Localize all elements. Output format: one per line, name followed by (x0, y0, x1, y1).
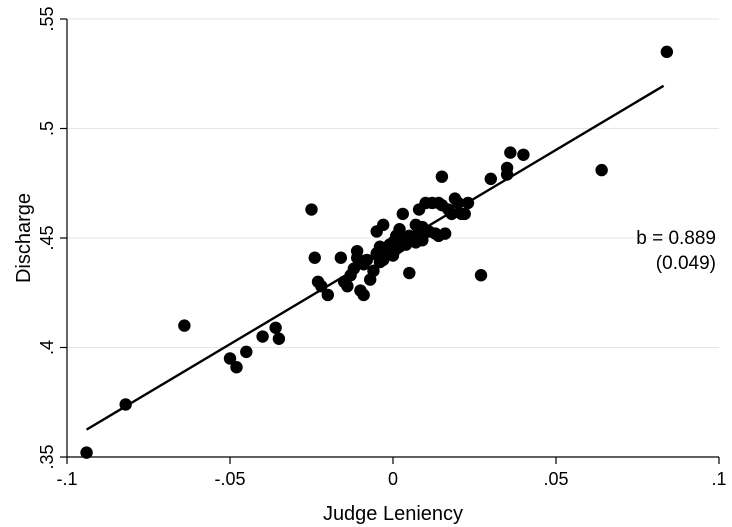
data-point (308, 251, 321, 264)
data-point (272, 332, 286, 345)
data-point (435, 170, 449, 183)
data-point (458, 207, 471, 221)
data-point (334, 251, 348, 264)
tick-marks-and-labels: -.1 -.05 0 .05 .1 .35 .4 .45 .5 .55 (37, 6, 727, 489)
data-point (474, 269, 488, 282)
data-point (595, 163, 608, 177)
x-axis-title: Judge Leniency (323, 503, 463, 525)
data-point (223, 352, 237, 365)
data-point (360, 253, 374, 267)
standard-error-label: (0.049) (656, 253, 716, 274)
y-tick-label: .55 (37, 6, 57, 31)
y-tick-label: .35 (37, 444, 57, 469)
data-point (321, 288, 334, 302)
data-points (80, 45, 674, 459)
coefficient-label: b = 0.889 (636, 228, 716, 249)
x-tick-label: .1 (711, 469, 726, 489)
data-point (341, 279, 354, 293)
data-point (269, 321, 282, 334)
data-point (80, 446, 93, 459)
fit-line (85, 84, 665, 431)
data-point (178, 319, 191, 332)
data-point (350, 244, 364, 258)
x-tick-label: -.05 (214, 469, 245, 489)
y-tick-label: .4 (37, 340, 57, 355)
y-axis-title: Discharge (13, 193, 35, 283)
data-point (517, 148, 530, 161)
data-point (416, 233, 429, 247)
data-point (396, 207, 409, 221)
data-point (500, 161, 514, 175)
x-tick-label: .05 (543, 469, 568, 489)
data-point (256, 330, 269, 343)
data-point (305, 203, 318, 216)
data-point (393, 223, 406, 236)
data-point (438, 227, 452, 240)
y-tick-label: .45 (37, 225, 57, 250)
data-point (504, 146, 517, 159)
data-point (660, 45, 674, 59)
y-tick-label: .5 (37, 121, 57, 136)
data-point (377, 218, 390, 232)
data-point (367, 264, 380, 278)
data-point (484, 172, 497, 186)
data-point (403, 266, 416, 280)
data-point (357, 288, 370, 302)
x-tick-label: -.1 (56, 469, 77, 489)
x-tick-label: 0 (388, 469, 398, 489)
data-point (240, 345, 253, 359)
data-point (230, 361, 243, 374)
